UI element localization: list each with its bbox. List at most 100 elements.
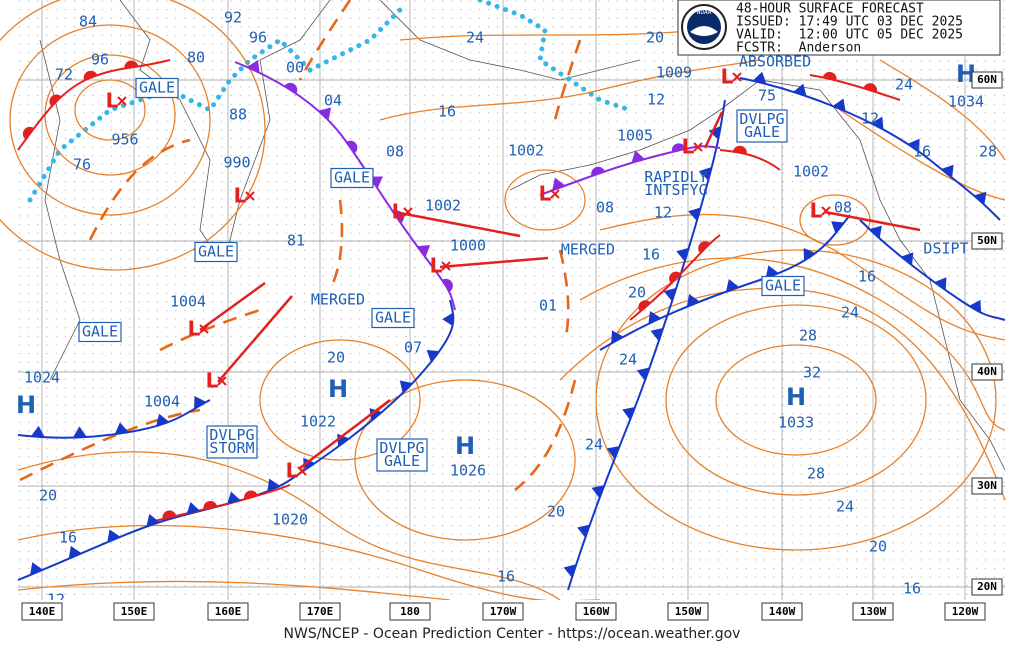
isobar-label: 16 bbox=[913, 143, 931, 161]
boxed-label: STORM bbox=[209, 439, 254, 457]
lon-label-box bbox=[389, 602, 431, 621]
isobar-label: 20 bbox=[327, 349, 345, 367]
low-marker bbox=[550, 189, 560, 199]
lon-label-box bbox=[482, 602, 524, 621]
isobar-label: 00 bbox=[286, 59, 304, 77]
low-center: L bbox=[188, 317, 201, 341]
cold-front-symbol bbox=[552, 177, 566, 191]
isobar-label: 12 bbox=[861, 110, 879, 128]
isobar-label: 16 bbox=[858, 268, 876, 286]
isobar-label: 24 bbox=[585, 436, 603, 454]
isobar-label: 16 bbox=[903, 580, 921, 598]
boxed-label: GALE bbox=[334, 169, 370, 187]
cold-front-symbol bbox=[114, 422, 129, 435]
cold-front-symbol bbox=[30, 562, 43, 576]
low-center: L bbox=[234, 184, 247, 208]
warm-front-symbol bbox=[822, 71, 837, 81]
label-box bbox=[736, 109, 788, 143]
isobar-label: 88 bbox=[229, 106, 247, 124]
isobar-label: 12 bbox=[654, 204, 672, 222]
graticule bbox=[18, 0, 1005, 600]
lat-label: 60N bbox=[977, 73, 997, 86]
warm-front-symbol bbox=[162, 510, 177, 519]
label-box bbox=[761, 275, 805, 297]
high-center: H bbox=[455, 432, 475, 460]
warm-front-symbol bbox=[244, 490, 258, 500]
cold-front-symbol bbox=[146, 513, 160, 527]
isobar-label: 956 bbox=[111, 131, 138, 149]
warm-front-symbol bbox=[591, 166, 605, 177]
cold-front-symbol bbox=[107, 529, 121, 543]
annotation: RAPIDLY bbox=[644, 168, 707, 186]
warm-front-symbol bbox=[638, 300, 651, 312]
isobar-label: 990 bbox=[223, 154, 250, 172]
lon-label-box bbox=[667, 602, 709, 621]
low-center: L bbox=[392, 200, 405, 224]
lat-label-box bbox=[971, 71, 1003, 89]
warm-front-symbol bbox=[83, 70, 98, 81]
header-forecaster: FCSTR: Anderson bbox=[736, 41, 861, 56]
isobar-label: 1004 bbox=[144, 393, 180, 411]
header-valid: VALID: 12:00 UTC 05 DEC 2025 bbox=[736, 28, 963, 43]
header-title: 48-HOUR SURFACE FORECAST bbox=[736, 2, 924, 17]
annotation: INTSFYG bbox=[644, 181, 707, 199]
lon-label-box bbox=[299, 602, 341, 621]
isobar-label: 96 bbox=[91, 51, 109, 69]
front-line bbox=[17, 399, 211, 439]
cold-front-symbol bbox=[622, 406, 636, 421]
cold-front-symbol bbox=[869, 225, 882, 239]
low-marker bbox=[245, 191, 255, 201]
cold-front-symbol bbox=[442, 312, 454, 327]
isobar-label: 20 bbox=[646, 29, 664, 47]
boxed-label: GALE bbox=[375, 309, 411, 327]
isobar-label: 16 bbox=[438, 103, 456, 121]
cold-front-symbol bbox=[765, 265, 779, 279]
cold-front-symbol bbox=[399, 380, 413, 394]
isobar-label: 20 bbox=[547, 503, 565, 521]
lat-label-box bbox=[971, 232, 1003, 250]
isobar-label: 24 bbox=[841, 304, 859, 322]
low-center: L bbox=[206, 369, 219, 393]
cold-front-symbol bbox=[699, 167, 712, 181]
lon-label-box bbox=[207, 602, 249, 621]
lon-label-box bbox=[21, 602, 63, 621]
cold-front-symbol bbox=[426, 349, 440, 363]
isobar-label: 24 bbox=[836, 498, 854, 516]
isobar-label: 75 bbox=[758, 87, 776, 105]
low-marker bbox=[117, 96, 127, 106]
cold-front-symbol bbox=[247, 59, 260, 73]
cold-front-symbol bbox=[708, 126, 721, 140]
cold-front-symbol bbox=[793, 83, 807, 97]
lon-label: 180 bbox=[400, 605, 420, 618]
high-center: H bbox=[786, 383, 806, 411]
cold-front-symbol bbox=[611, 330, 624, 344]
cold-front-symbol bbox=[194, 395, 207, 410]
annotation: DSIPT bbox=[923, 240, 968, 258]
lat-label-box bbox=[971, 477, 1003, 495]
cold-front-symbol bbox=[227, 491, 241, 505]
cold-front-symbol bbox=[155, 413, 170, 427]
warm-front-symbol bbox=[203, 500, 218, 510]
footer-credit: NWS/NCEP - Ocean Prediction Center - htt… bbox=[284, 626, 741, 642]
isobar-label: 1002 bbox=[425, 197, 461, 215]
cold-front-symbol bbox=[934, 277, 947, 291]
label-box bbox=[135, 77, 179, 99]
cold-front-symbol bbox=[686, 293, 700, 307]
lon-label-box bbox=[761, 602, 803, 621]
track-arrows bbox=[199, 111, 921, 469]
isobar-label: 16 bbox=[642, 246, 660, 264]
boxed-label: GALE bbox=[82, 323, 118, 341]
front-line bbox=[539, 145, 721, 196]
low-center: L bbox=[430, 254, 443, 278]
annotation: ABSORBED bbox=[739, 53, 811, 71]
low-center: L bbox=[810, 199, 823, 223]
front-line bbox=[599, 214, 851, 351]
isobar-label: 16 bbox=[59, 529, 77, 547]
cold-front-symbol bbox=[941, 164, 954, 178]
front-line bbox=[149, 484, 291, 523]
isobar-label: 1000 bbox=[450, 237, 486, 255]
isobar-label: 1005 bbox=[617, 127, 653, 145]
isobar-label: 1004 bbox=[170, 293, 206, 311]
cold-front-symbol bbox=[267, 478, 281, 492]
